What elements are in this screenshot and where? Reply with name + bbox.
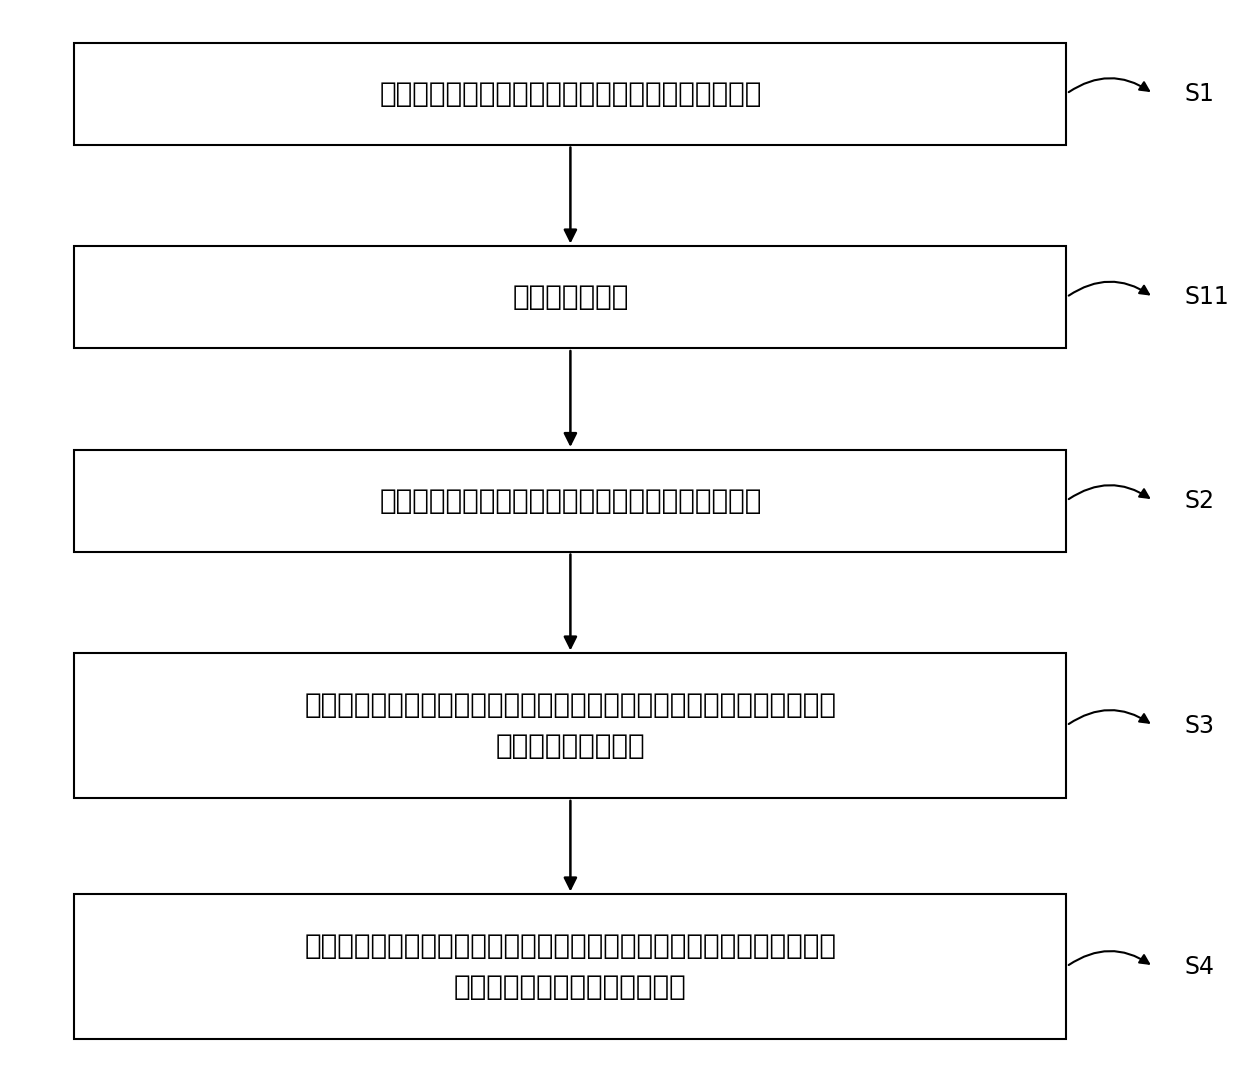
Bar <box>74 653 1066 798</box>
Text: 在所述机场跑道的施工控制网上设置多个第一测站点: 在所述机场跑道的施工控制网上设置多个第一测站点 <box>379 486 761 515</box>
Bar <box>74 894 1066 1039</box>
Bar <box>74 450 1066 552</box>
Text: 通过第一后处理软件对所述第一点云数据和所述第一数字高程模型进行对
比，获得所述道面的平整度偏差: 通过第一后处理软件对所述第一点云数据和所述第一数字高程模型进行对 比，获得所述道… <box>304 932 837 1001</box>
Text: 加密所述控制网: 加密所述控制网 <box>512 283 629 312</box>
Text: 在所述第一测站点上布设第一三维扫描仪，所述第一三维扫描仪获取所述
道面的第一点云数据: 在所述第一测站点上布设第一三维扫描仪，所述第一三维扫描仪获取所述 道面的第一点云… <box>304 691 837 760</box>
Text: S1: S1 <box>1184 81 1214 106</box>
Text: 根据设计图建立机场跑道的道面的第一数字高程模型: 根据设计图建立机场跑道的道面的第一数字高程模型 <box>379 79 761 108</box>
Bar <box>74 43 1066 145</box>
Bar <box>74 246 1066 348</box>
Text: S2: S2 <box>1184 488 1214 513</box>
Text: S4: S4 <box>1184 954 1214 979</box>
Text: S3: S3 <box>1184 713 1214 738</box>
Text: S11: S11 <box>1184 285 1229 310</box>
